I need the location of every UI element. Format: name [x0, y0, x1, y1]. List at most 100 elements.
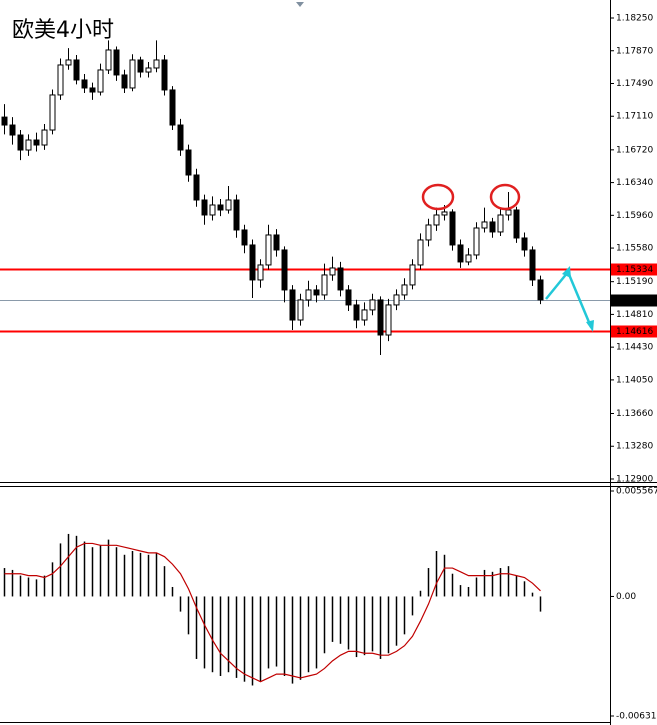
- price-label: 1.14979: [616, 296, 653, 306]
- candle-body: [65, 59, 72, 66]
- candle-body: [441, 211, 448, 216]
- y-tick-label: 0.00: [616, 592, 636, 602]
- candle-body: [297, 299, 304, 321]
- candle-body: [257, 264, 264, 281]
- candle-body: [25, 139, 32, 151]
- y-tick-label: 1.13660: [616, 409, 653, 419]
- candle-body: [465, 254, 472, 263]
- candle-body: [81, 79, 88, 89]
- candle-body: [409, 264, 416, 286]
- y-tick-label: 0.005567: [616, 487, 657, 497]
- candle-body: [353, 304, 360, 321]
- candle-body: [497, 214, 504, 233]
- y-tick-label: 1.15960: [616, 211, 653, 221]
- candle-body: [249, 244, 256, 281]
- candle-body: [337, 267, 344, 291]
- macd-plot: 0.005567 0.00 -0.006311: [3, 487, 657, 721]
- candle-body: [185, 149, 192, 176]
- candle-body: [241, 229, 248, 246]
- candle-body: [345, 289, 352, 306]
- candle-body: [177, 124, 184, 151]
- candle-body: [225, 199, 232, 211]
- candle-body: [513, 209, 520, 239]
- y-tick-label: 1.14430: [616, 343, 653, 353]
- candle-body: [529, 249, 536, 281]
- candle-body: [457, 244, 464, 263]
- y-tick-label: 1.14050: [616, 375, 653, 385]
- candle-body: [193, 174, 200, 201]
- candle-body: [321, 274, 328, 296]
- candle-body: [113, 49, 120, 76]
- candle-body: [377, 299, 384, 336]
- candle-body: [521, 237, 528, 251]
- y-tick-label: 1.16720: [616, 145, 653, 155]
- candle-body: [145, 67, 152, 73]
- candle-body: [169, 89, 176, 126]
- y-tick-label: 1.15190: [616, 277, 653, 287]
- candle-body: [361, 309, 368, 321]
- price-label: 1.14616: [616, 327, 653, 337]
- candle-body: [449, 211, 456, 246]
- candle-body: [1, 116, 8, 126]
- candle-body: [129, 59, 136, 89]
- candle-body: [41, 129, 48, 146]
- candle-body: [417, 239, 424, 266]
- candle-body: [97, 69, 104, 93]
- y-tick-label: 1.14810: [616, 310, 653, 320]
- y-tick-label: 1.17490: [616, 79, 653, 89]
- price-plot: 1.18250 1.17870 1.17490 1.17110 1.16720 1.163…: [0, 14, 657, 484]
- price-label-box: [611, 325, 657, 338]
- candle-body: [233, 199, 240, 231]
- candle-body: [105, 49, 112, 71]
- top-marker: [489, 183, 521, 211]
- price-label-box: [611, 294, 657, 307]
- y-tick-label: 1.17110: [616, 112, 653, 122]
- candle-body: [313, 289, 320, 296]
- candle-body: [473, 227, 480, 256]
- candle-body: [49, 94, 56, 131]
- candle-body: [393, 294, 400, 306]
- candle-body: [121, 74, 128, 89]
- candle-body: [57, 64, 64, 96]
- candle-body: [329, 267, 336, 276]
- y-tick-label: 1.13280: [616, 442, 653, 452]
- candle-body: [425, 224, 432, 241]
- candle-body: [369, 299, 376, 311]
- candle-body: [401, 284, 408, 296]
- candle-body: [33, 139, 40, 146]
- candle-body: [489, 221, 496, 233]
- candle-body: [9, 124, 16, 136]
- candle-body: [537, 279, 544, 301]
- y-tick-label: 1.18250: [616, 14, 653, 24]
- candle-body: [289, 289, 296, 321]
- y-tick-label: 1.12900: [616, 474, 653, 484]
- y-tick-label: 1.15580: [616, 244, 653, 254]
- price-label: 1.15334: [616, 265, 653, 275]
- candle-body: [481, 221, 488, 229]
- candle-body: [17, 134, 24, 151]
- candle-body: [137, 59, 144, 73]
- candle-body: [73, 59, 80, 81]
- candle-body: [209, 204, 216, 216]
- y-tick-label: 1.17870: [616, 46, 653, 56]
- candle-body: [305, 289, 312, 301]
- candle-body: [385, 304, 392, 336]
- candle-body: [161, 59, 168, 91]
- candle-body: [265, 234, 272, 266]
- candle-body: [201, 199, 208, 216]
- candle-body: [505, 209, 512, 216]
- y-tick-label: 1.16340: [616, 178, 653, 188]
- price-label-box: [611, 263, 657, 276]
- shift-marker: [296, 2, 304, 7]
- candle-body: [273, 234, 280, 251]
- candle-body: [217, 204, 224, 211]
- candle-body: [153, 59, 160, 69]
- top-marker: [421, 183, 455, 211]
- candle-body: [281, 249, 288, 291]
- signal-line: [4, 542, 541, 683]
- candle-body: [89, 87, 96, 93]
- y-tick-label: -0.006311: [616, 711, 657, 721]
- candle-body: [433, 214, 440, 226]
